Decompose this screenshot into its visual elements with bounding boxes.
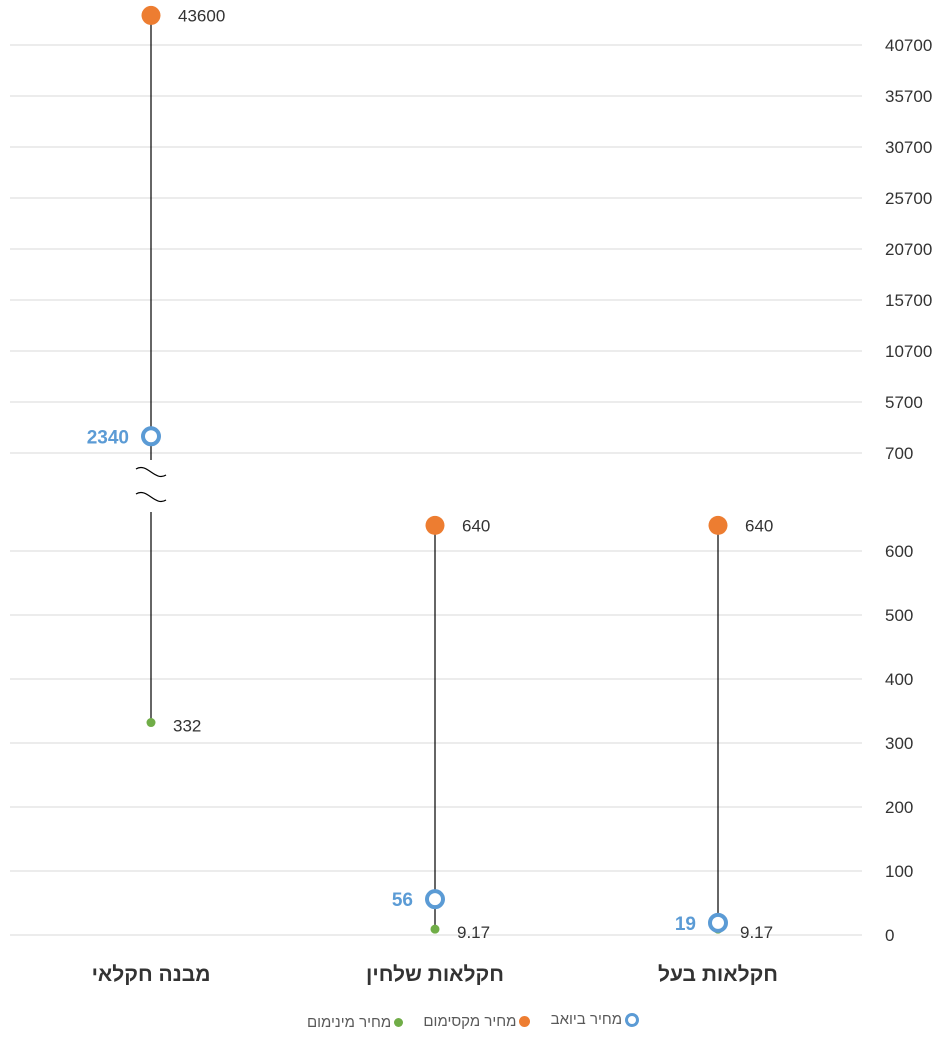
- y-tick-label: 500: [885, 606, 913, 625]
- maximum-point: [425, 515, 445, 535]
- legend-small-circle-icon: [394, 1017, 404, 1027]
- y-tick-label: 35700: [885, 87, 932, 106]
- minimum-label: 332: [173, 717, 201, 736]
- y-tick-label: 200: [885, 798, 913, 817]
- legend: מחיר ביואב מחיר מקסימום מחיר מינימום: [0, 1011, 946, 1031]
- legend-label-average: מחיר ביואב: [550, 1011, 623, 1028]
- y-tick-label: 15700: [885, 291, 932, 310]
- legend-item-maximum[interactable]: מחיר מקסימום: [423, 1012, 531, 1030]
- legend-item-minimum[interactable]: מחיר מינימום: [306, 1013, 404, 1031]
- y-tick-label: 400: [885, 670, 913, 689]
- legend-label-maximum: מחיר מקסימום: [423, 1012, 517, 1030]
- y-tick-label: 20700: [885, 240, 932, 259]
- chart-svg: 700 5700 10700 15700 20700 25700 30700 35700 407…: [10, 5, 932, 986]
- axis-break-mark: [135, 491, 167, 503]
- x-category-label: חקלאות שלחין: [366, 963, 504, 986]
- y-tick-label: 5700: [885, 393, 923, 412]
- y-tick-label: 30700: [885, 138, 932, 157]
- y-tick-label: 10700: [885, 342, 932, 361]
- minimum-label: 9.17: [457, 923, 490, 942]
- minimum-point: [430, 924, 440, 934]
- y-tick-label: 600: [885, 542, 913, 561]
- y-tick-label: 100: [885, 862, 913, 881]
- y-tick-label: 700: [885, 444, 913, 463]
- minimum-label: 9.17: [740, 923, 773, 942]
- x-category-label: חקלאות בעל: [658, 963, 778, 986]
- maximum-point: [141, 5, 161, 25]
- maximum-point: [708, 515, 728, 535]
- average-point: [425, 889, 445, 910]
- legend-label-minimum: מחיר מינימום: [306, 1013, 392, 1031]
- legend-item-average[interactable]: מחיר ביואב: [550, 1011, 640, 1028]
- x-category-label: מבנה חקלאי: [92, 963, 211, 986]
- minimum-point: [146, 718, 156, 728]
- axis-break-mark: [135, 466, 167, 478]
- average-point: [708, 912, 728, 933]
- average-point: [141, 426, 161, 447]
- maximum-label: 640: [745, 516, 773, 535]
- y-tick-label: 0: [885, 926, 894, 945]
- y-tick-label: 300: [885, 734, 913, 753]
- legend-hollow-circle-icon: [625, 1012, 640, 1027]
- legend-filled-circle-icon: [519, 1015, 531, 1027]
- maximum-label: 640: [462, 516, 490, 535]
- y-tick-label: 25700: [885, 189, 932, 208]
- average-label: 19: [675, 914, 696, 935]
- average-label: 2340: [87, 427, 129, 448]
- y-tick-label: 40700: [885, 36, 932, 55]
- average-label: 56: [392, 890, 413, 911]
- maximum-label: 43600: [178, 6, 225, 25]
